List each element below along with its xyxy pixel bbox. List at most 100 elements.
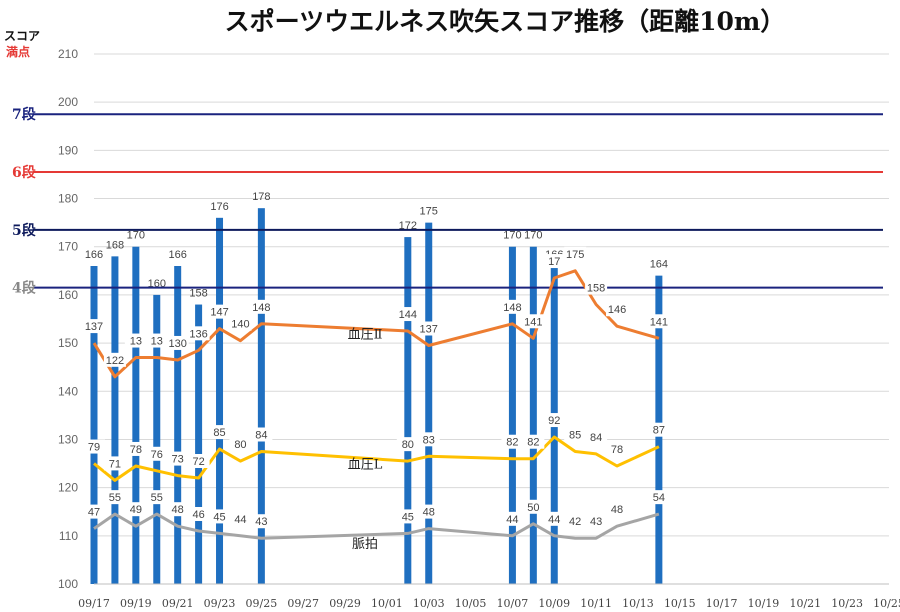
point-label-2-10-12: 78 xyxy=(611,444,623,456)
point-label-bg-2-09-21 xyxy=(166,451,189,466)
y-tick-140: 140 xyxy=(58,384,78,398)
score-bar-09-22 xyxy=(195,304,203,584)
score-bar-09-17 xyxy=(90,266,98,584)
point-label-2-10-09: 92 xyxy=(548,415,560,427)
point-label-bg-2-10-09 xyxy=(543,413,566,428)
x-axis-ticks: 09/17 09/19 09/21 09/23 09/25 09/27 09/29 10/01… xyxy=(78,597,900,610)
point-label-bg-1-10-14 xyxy=(647,314,670,329)
point-label-1-09-24: 140 xyxy=(231,319,249,331)
x-tick-10-01: 10/01 xyxy=(371,597,403,610)
point-label-1-09-20: 13 xyxy=(151,336,163,348)
point-label-bg-1-09-18 xyxy=(103,352,126,367)
score-bar-label-10-08: 170 xyxy=(524,230,542,242)
y-tick-120: 120 xyxy=(58,481,78,495)
point-label-bg-2-10-11 xyxy=(585,429,608,444)
y-tick-210: 210 xyxy=(58,47,78,61)
score-bar-label-09-25: 178 xyxy=(252,191,270,203)
point-label-bg-3-10-11 xyxy=(585,514,608,529)
point-label-2-09-22: 72 xyxy=(192,456,204,468)
x-tick-10-17: 10/17 xyxy=(706,597,738,610)
point-label-2-09-24: 80 xyxy=(234,439,246,451)
point-label-3-09-23: 45 xyxy=(213,511,225,523)
x-tick-09-25: 09/25 xyxy=(246,597,278,610)
score-bar-label-09-23: 176 xyxy=(210,201,228,213)
point-label-bg-3-09-17 xyxy=(83,504,105,519)
gridlines xyxy=(94,53,889,585)
score-bar-10-02 xyxy=(404,237,412,584)
x-tick-09-17: 09/17 xyxy=(78,597,110,610)
y-tick-200: 200 xyxy=(58,95,78,109)
score-bar-labels: 1661681701601661581761781721751701701661… xyxy=(85,191,668,299)
point-label-3-09-20: 55 xyxy=(151,492,163,504)
point-label-1-09-18: 122 xyxy=(106,355,124,367)
x-tick-09-27: 09/27 xyxy=(287,597,319,610)
series-labels: 血圧Ⅱ 血圧L 脈拍 xyxy=(348,327,383,552)
point-label-bg-1-09-19 xyxy=(124,333,147,348)
point-label-3-10-08: 50 xyxy=(527,502,539,514)
point-label-2-09-23: 85 xyxy=(213,427,225,439)
point-label-1-10-14: 141 xyxy=(650,316,668,328)
score-bar-10-08 xyxy=(529,246,537,584)
point-label-bg-2-09-24 xyxy=(229,437,252,452)
score-bar-09-21 xyxy=(174,266,182,584)
point-label-3-09-17: 47 xyxy=(88,507,100,519)
point-label-bg-1-10-03 xyxy=(417,321,440,336)
point-label-bg-3-09-21 xyxy=(166,502,189,517)
point-label-bg-1-09-17 xyxy=(83,319,105,334)
point-label-bg-2-09-19 xyxy=(124,441,147,456)
y-tick-180: 180 xyxy=(58,192,78,206)
point-label-3-09-25: 43 xyxy=(255,516,267,528)
point-label-2-09-21: 73 xyxy=(172,454,184,466)
point-label-1-09-17: 137 xyxy=(85,321,103,333)
point-label-bg-2-10-12 xyxy=(606,441,629,456)
point-label-1-09-25: 148 xyxy=(252,302,270,314)
point-label-bg-2-10-03 xyxy=(417,432,440,447)
point-label-2-10-07: 82 xyxy=(506,437,518,449)
point-label-bg-3-10-02 xyxy=(396,509,419,524)
x-tick-10-21: 10/21 xyxy=(789,597,821,610)
point-label-bg-2-09-17 xyxy=(83,439,105,454)
point-label-2-10-03: 83 xyxy=(423,434,435,446)
point-label-2-10-11: 84 xyxy=(590,432,602,444)
score-bar-label-09-19: 170 xyxy=(127,230,145,242)
point-label-2-09-17: 79 xyxy=(88,442,100,454)
x-tick-09-29: 09/29 xyxy=(329,597,361,610)
point-label-1-10-12: 146 xyxy=(608,304,626,316)
point-label-bg-3-09-18 xyxy=(103,490,126,505)
point-label-bg-1-10-09 xyxy=(543,254,566,269)
series-line-1 xyxy=(92,269,660,379)
point-label-bg-2-09-18 xyxy=(103,456,126,471)
point-label-bg-3-10-03 xyxy=(417,504,440,519)
series-label-2: 血圧L xyxy=(348,457,383,472)
score-bar-label-09-22: 158 xyxy=(189,288,207,300)
x-tick-10-13: 10/13 xyxy=(622,597,654,610)
score-bar-label-10-14: 164 xyxy=(650,259,668,271)
x-tick-10-25: 10/25 xyxy=(873,597,900,610)
point-label-1-09-22: 136 xyxy=(189,328,207,340)
point-label-3-09-22: 46 xyxy=(192,509,204,521)
x-tick-10-15: 10/15 xyxy=(664,597,696,610)
x-tick-10-05: 10/05 xyxy=(455,597,487,610)
point-label-1-10-08: 141 xyxy=(524,316,542,328)
score-bar-09-25 xyxy=(257,208,265,584)
point-label-1-10-09: 17 xyxy=(548,256,560,268)
rank-reference-lines: 7段 6段 5段 4段 xyxy=(12,106,883,297)
point-label-1-10-02: 144 xyxy=(399,309,417,321)
x-tick-10-11: 10/11 xyxy=(580,597,612,610)
point-label-2-10-08: 82 xyxy=(527,437,539,449)
score-bar-09-23 xyxy=(216,217,224,584)
series-line-3 xyxy=(93,512,660,540)
point-label-3-09-24: 44 xyxy=(234,514,246,526)
score-bar-label-09-18: 168 xyxy=(106,239,124,251)
point-label-1-10-11: 158 xyxy=(587,283,605,295)
point-label-3-10-09: 44 xyxy=(548,514,560,526)
point-label-bg-3-10-08 xyxy=(522,499,545,514)
reference-line-label-3: 5段 xyxy=(12,222,36,239)
point-label-bg-2-09-23 xyxy=(208,425,231,440)
score-bar-label-09-21: 166 xyxy=(169,249,187,261)
score-bar-label-10-07: 170 xyxy=(503,230,521,242)
y-tick-150: 150 xyxy=(58,336,78,350)
point-label-bg-3-10-09 xyxy=(543,511,566,526)
y-axis-ticks: 100 110 120 130 140 150 160 170 180 190 200 210 xyxy=(58,47,78,591)
point-label-2-09-19: 78 xyxy=(130,444,142,456)
